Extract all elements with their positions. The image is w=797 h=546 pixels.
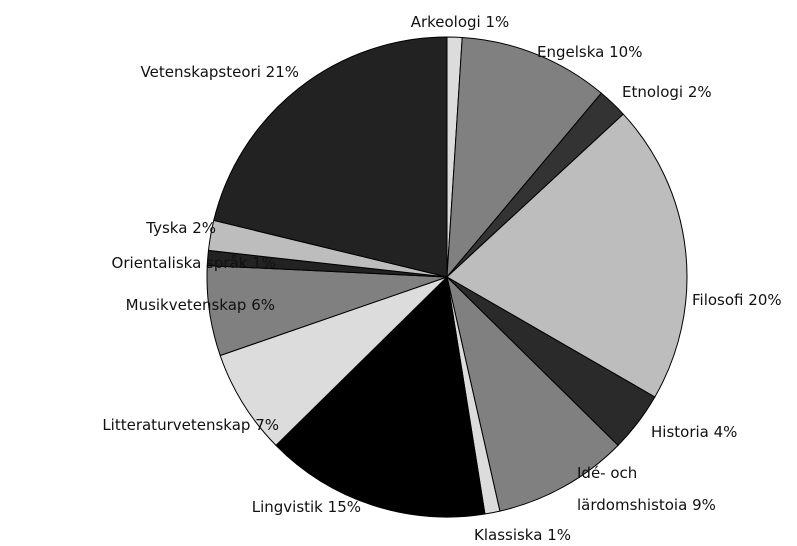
category-label: Orientaliska språk [111,254,248,272]
slice [446,113,688,398]
value-label: 1% [547,526,572,544]
value-label: 15% [327,498,361,516]
category-label: Engelska [537,43,605,61]
slice [219,276,448,447]
value-label: 1% [485,13,510,31]
category-label: Vetenskapsteori [140,63,261,81]
category-label: Arkeologi [410,13,481,31]
slice-label: Historia 4% [651,416,737,448]
value-label: 2% [687,83,712,101]
value-label: 20% [748,291,782,309]
value-label: 21% [265,63,299,81]
slice-label: Litteraturvetenskap 7% [102,409,279,441]
value-label: 7% [255,416,279,434]
slice [275,275,486,518]
category-label: Litteraturvetenskap [102,416,251,434]
slice-label: Orientaliska språk 1% [112,247,276,279]
category-label: Filosofi [692,291,744,309]
category-label: Musikvetenskap [125,296,247,314]
value-label: 6% [251,296,275,314]
value-label: 2% [192,219,216,237]
slice-label: Tyska 2% [146,212,216,244]
slice-label: Etnologi 2% [622,76,712,108]
slice-label: Engelska 10% [537,36,642,68]
slice-label: Lingvistik 15% [252,491,361,523]
value-label: 9% [692,496,716,514]
category-label: Historia [651,423,709,441]
slice-label: Arkeologi 1% [400,6,520,38]
slice-label: Musikvetenskap 6% [126,289,275,321]
category-label: Tyska [146,219,188,237]
category-label: Etnologi [622,83,684,101]
value-label: 1% [252,254,276,272]
slice-label: Klassiska 1% [474,519,571,546]
category-label: Lingvistik [251,498,323,516]
slice-label: Idé- och lärdomshistoia 9% [577,457,747,521]
category-label: Idé- och lärdomshistoia [577,464,688,514]
value-label: 4% [713,423,738,441]
slice-label: Filosofi 20% [692,284,782,316]
slice [446,36,602,279]
slice-label: Vetenskapsteori 21% [141,56,299,88]
value-label: 10% [609,43,643,61]
slice [213,36,448,278]
category-label: Klassiska [474,526,543,544]
slice [446,275,619,512]
